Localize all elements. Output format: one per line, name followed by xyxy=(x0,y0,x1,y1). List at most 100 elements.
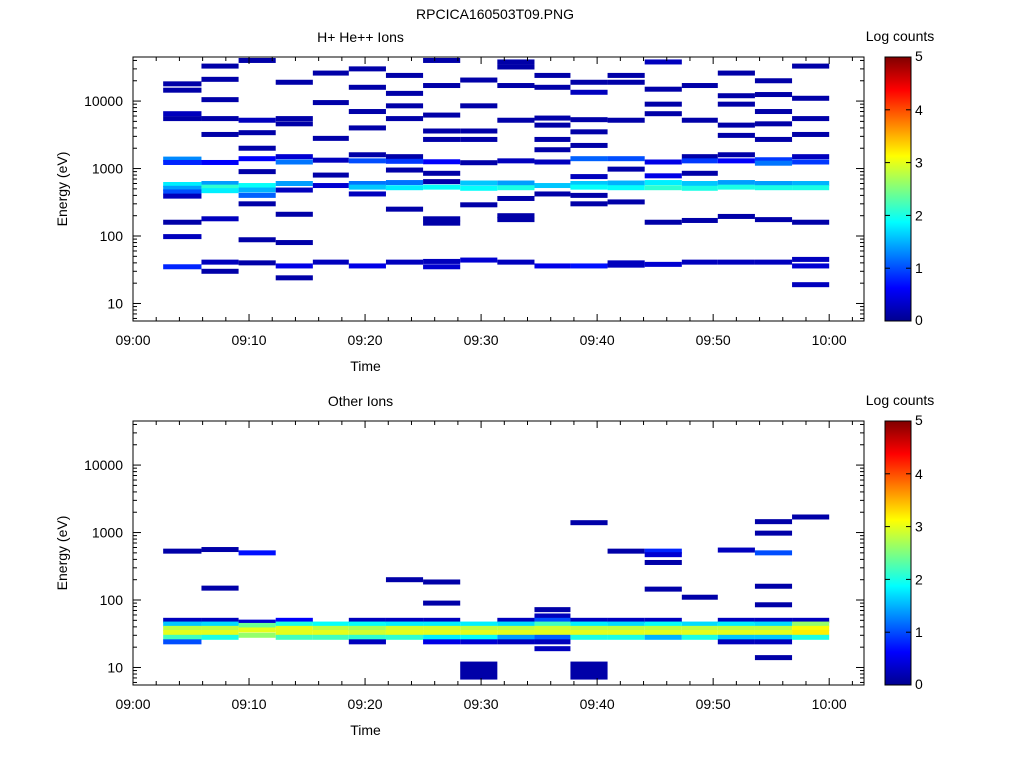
y-tick-label: 10000 xyxy=(84,93,123,109)
data-cell xyxy=(423,112,461,118)
data-cell xyxy=(754,625,793,631)
data-cell xyxy=(423,57,461,63)
data-cell xyxy=(312,629,349,635)
data-cell xyxy=(754,634,793,640)
colorbar-tick-label: 1 xyxy=(915,260,923,276)
data-cell xyxy=(163,634,202,640)
data-cell xyxy=(460,77,498,83)
data-cell xyxy=(385,158,424,164)
data-cell xyxy=(497,185,535,191)
data-cell xyxy=(754,617,793,623)
data-cell xyxy=(497,195,535,201)
data-cell xyxy=(607,548,645,554)
data-cell xyxy=(238,619,276,625)
data-cell xyxy=(348,617,386,623)
data-cell xyxy=(423,220,461,226)
data-cell xyxy=(792,181,830,187)
panel-title: H+ He++ Ions xyxy=(317,29,404,45)
data-cell xyxy=(754,550,793,556)
data-cell xyxy=(348,184,386,190)
data-cell xyxy=(275,629,313,635)
colorbar-tick-label: 0 xyxy=(915,676,923,692)
data-cell xyxy=(570,520,608,526)
data-cell xyxy=(163,87,202,93)
data-cell xyxy=(607,262,645,268)
data-cell xyxy=(312,70,349,76)
data-cell xyxy=(423,184,461,190)
colorbar-label: Log counts xyxy=(866,392,935,408)
data-cell xyxy=(201,629,239,635)
data-cell xyxy=(163,182,202,188)
data-cell xyxy=(681,594,718,600)
y-tick-label: 100 xyxy=(100,592,124,608)
data-cell xyxy=(348,629,386,635)
data-cell xyxy=(423,264,461,270)
data-cell xyxy=(201,97,239,103)
data-cell xyxy=(497,64,535,70)
data-cell xyxy=(348,621,386,627)
colorbar-tick-label: 2 xyxy=(915,571,923,587)
data-cell xyxy=(238,550,276,556)
x-tick-label: 09:10 xyxy=(232,332,267,348)
data-cell xyxy=(460,103,498,109)
data-cell xyxy=(460,202,498,208)
y-tick-label: 10 xyxy=(107,295,123,311)
data-cell xyxy=(607,79,645,85)
data-cell xyxy=(570,142,608,148)
data-cell xyxy=(792,185,830,191)
data-cell xyxy=(644,559,682,565)
data-cell xyxy=(570,174,608,180)
data-cell xyxy=(275,634,313,640)
data-cell xyxy=(644,219,682,225)
data-cell xyxy=(312,621,349,627)
data-cell xyxy=(423,136,461,142)
data-cell xyxy=(754,530,793,536)
data-cell xyxy=(644,548,682,554)
data-cell xyxy=(238,201,276,207)
data-cell xyxy=(570,625,608,631)
data-cell xyxy=(681,181,718,187)
panel-1 xyxy=(132,56,912,322)
data-cell xyxy=(681,170,718,176)
data-cell xyxy=(754,655,793,661)
y-axis-label: Energy (eV) xyxy=(54,152,70,227)
data-cell xyxy=(423,579,461,585)
data-cell xyxy=(238,187,276,193)
data-cell xyxy=(754,629,793,635)
colorbar-tick-label: 2 xyxy=(915,207,923,223)
data-cell xyxy=(275,181,313,187)
data-cell xyxy=(460,661,498,680)
colorbar-tick-label: 5 xyxy=(915,48,923,64)
data-cell xyxy=(275,617,313,623)
data-cell xyxy=(460,136,498,142)
x-tick-label: 09:00 xyxy=(115,332,150,348)
colorbar-tick-label: 4 xyxy=(915,102,923,118)
data-cell xyxy=(570,634,608,640)
data-cell xyxy=(607,625,645,631)
data-cell xyxy=(460,160,498,166)
data-cell xyxy=(607,629,645,635)
data-cell xyxy=(570,89,608,95)
data-cell xyxy=(717,93,755,99)
data-cell xyxy=(497,180,535,186)
colorbar-tick-label: 4 xyxy=(915,466,923,482)
data-cell xyxy=(348,634,386,640)
data-cell xyxy=(607,617,645,623)
data-cell xyxy=(348,191,386,197)
data-cell xyxy=(607,156,645,162)
data-cell xyxy=(163,159,202,165)
data-cell xyxy=(163,625,202,631)
data-cell xyxy=(423,159,461,165)
data-cell xyxy=(534,191,571,197)
data-cell xyxy=(385,72,424,78)
data-cell xyxy=(423,170,461,176)
data-cell xyxy=(163,621,202,627)
data-cell xyxy=(754,160,793,166)
data-cell xyxy=(717,132,755,138)
data-cell xyxy=(275,154,313,160)
data-cell xyxy=(385,621,424,627)
data-cell xyxy=(385,167,424,173)
data-cell xyxy=(385,206,424,212)
data-cell xyxy=(238,237,276,243)
data-cell xyxy=(607,180,645,186)
